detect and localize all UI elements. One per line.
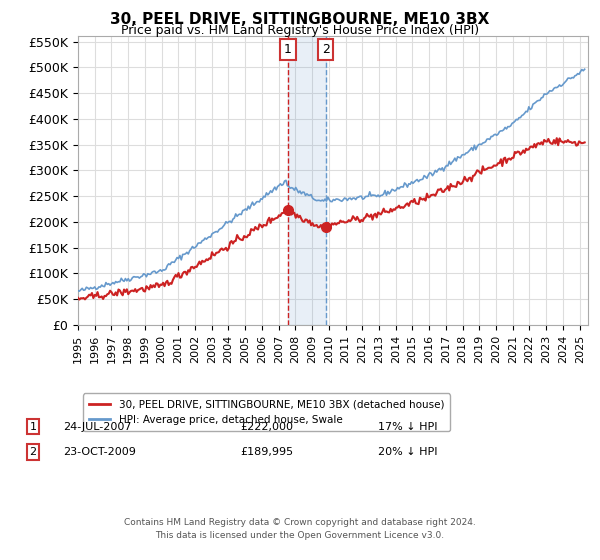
Text: 1: 1 — [284, 43, 292, 56]
Text: 30, PEEL DRIVE, SITTINGBOURNE, ME10 3BX: 30, PEEL DRIVE, SITTINGBOURNE, ME10 3BX — [110, 12, 490, 27]
Legend: 30, PEEL DRIVE, SITTINGBOURNE, ME10 3BX (detached house), HPI: Average price, de: 30, PEEL DRIVE, SITTINGBOURNE, ME10 3BX … — [83, 394, 451, 431]
Text: 17% ↓ HPI: 17% ↓ HPI — [378, 422, 437, 432]
Text: 24-JUL-2007: 24-JUL-2007 — [63, 422, 131, 432]
Text: 20% ↓ HPI: 20% ↓ HPI — [378, 447, 437, 457]
Bar — [288, 36, 326, 325]
Text: Contains HM Land Registry data © Crown copyright and database right 2024.
This d: Contains HM Land Registry data © Crown c… — [124, 518, 476, 539]
Text: £222,000: £222,000 — [240, 422, 293, 432]
Text: 1: 1 — [29, 422, 37, 432]
Text: 2: 2 — [322, 43, 329, 56]
Text: £189,995: £189,995 — [240, 447, 293, 457]
Text: Price paid vs. HM Land Registry's House Price Index (HPI): Price paid vs. HM Land Registry's House … — [121, 24, 479, 37]
Text: 23-OCT-2009: 23-OCT-2009 — [63, 447, 136, 457]
Text: 2: 2 — [29, 447, 37, 457]
